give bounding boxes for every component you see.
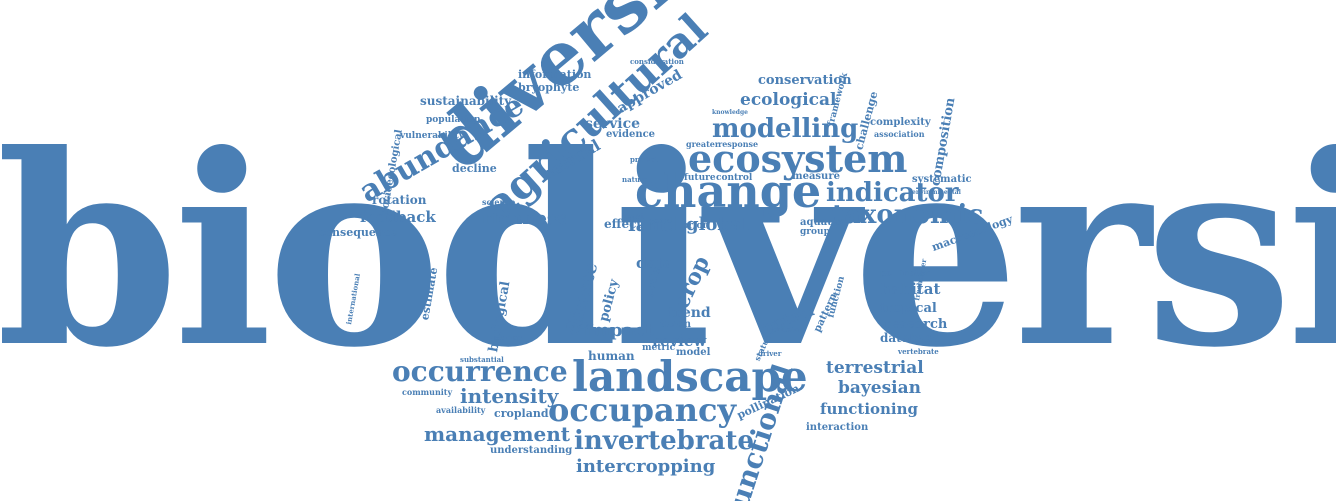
word-metric: metric xyxy=(642,343,676,353)
word-response: response xyxy=(718,139,759,149)
word-bryophyte: bryophyte xyxy=(518,81,580,94)
word-biodiversity: biodiversity xyxy=(0,97,1336,405)
word-taxon: taxon xyxy=(660,319,692,330)
word-rotation: rotation xyxy=(372,193,427,207)
word-measure: measure xyxy=(792,171,840,182)
word-aquatic: aquatic xyxy=(800,217,842,228)
word-vulnerability: vulnerability xyxy=(400,131,464,141)
word-pollinator: pollinator xyxy=(880,269,930,279)
word-modelling: modelling xyxy=(712,114,859,144)
word-science: science xyxy=(482,197,516,207)
word-review: review xyxy=(652,332,707,350)
word-research: research xyxy=(884,317,948,332)
word-data: data xyxy=(636,254,673,272)
word-threat: threat xyxy=(566,321,594,331)
word-environmental: environmental xyxy=(912,189,961,196)
word-bayesian: bayesian xyxy=(838,378,921,398)
word-control: control xyxy=(716,173,753,183)
word-change: change xyxy=(635,164,822,218)
word-complexity: complexity xyxy=(870,117,931,128)
word-habitat: habitat xyxy=(880,280,941,298)
word-ecological: ecological xyxy=(740,90,837,110)
word-occupancy: occupancy xyxy=(548,391,737,429)
word-invertebrate: invertebrate xyxy=(574,426,754,456)
word-feedback: feedback xyxy=(360,208,436,226)
word-interaction: interaction xyxy=(806,422,869,433)
word-ecosystem: ecosystem xyxy=(688,136,908,181)
word-community: community xyxy=(402,387,453,397)
word-tropical: tropical xyxy=(880,301,937,316)
word-nature: nature xyxy=(622,175,649,184)
word-association: association xyxy=(874,129,925,139)
word-impact: impact xyxy=(584,320,654,341)
word-systematic: systematic xyxy=(912,174,972,185)
word-prior: prior xyxy=(682,221,708,231)
word-driver: driver xyxy=(758,349,782,358)
word-predict: predict xyxy=(630,155,659,164)
word-terrestrial: terrestrial xyxy=(826,358,924,378)
word-occurrence: occurrence xyxy=(392,355,568,388)
word-intensity: intensity xyxy=(460,384,559,408)
word-vertebrate: vertebrate xyxy=(898,347,939,356)
word-functioning: functioning xyxy=(820,400,919,418)
word-availability: availability xyxy=(436,405,486,415)
word-human: human xyxy=(588,349,635,363)
word-year: year xyxy=(650,215,670,225)
word-greater: greater xyxy=(686,139,720,149)
word-most: most xyxy=(622,211,644,221)
word-landscape: landscape xyxy=(572,352,808,401)
word-information: information xyxy=(518,68,592,81)
word-management: management xyxy=(424,422,570,446)
word-cropland: cropland xyxy=(494,407,549,420)
word-understanding: understanding xyxy=(490,445,573,456)
word-britain: britain xyxy=(772,325,799,334)
word-consideration: consideration xyxy=(630,57,684,66)
word-studies: studies xyxy=(494,333,523,342)
word-knowledge: knowledge xyxy=(712,109,748,116)
word-global: global xyxy=(686,214,749,235)
word-population: population xyxy=(426,115,481,125)
word-database: database xyxy=(880,331,941,345)
word-land: land xyxy=(628,212,678,236)
word-conservation: conservation xyxy=(758,73,852,88)
word-substantial: substantial xyxy=(460,355,504,364)
word-trend: trend xyxy=(668,305,711,321)
word-future: future xyxy=(684,173,716,183)
word-evidence: evidence xyxy=(606,129,656,140)
word-richness: richness xyxy=(482,208,568,229)
word-service: service xyxy=(585,116,641,132)
word-group: group xyxy=(800,227,830,237)
word-decline: decline xyxy=(452,162,497,175)
word-indicator: indicator xyxy=(826,178,959,208)
word-intercropping: intercropping xyxy=(576,456,716,477)
word-taxonomic: taxonomic xyxy=(832,200,984,230)
word-effect: effect xyxy=(604,217,642,231)
word-consequence: consequence xyxy=(318,226,398,239)
word-sustainability: sustainability xyxy=(420,94,512,108)
word-model: model xyxy=(676,347,711,358)
